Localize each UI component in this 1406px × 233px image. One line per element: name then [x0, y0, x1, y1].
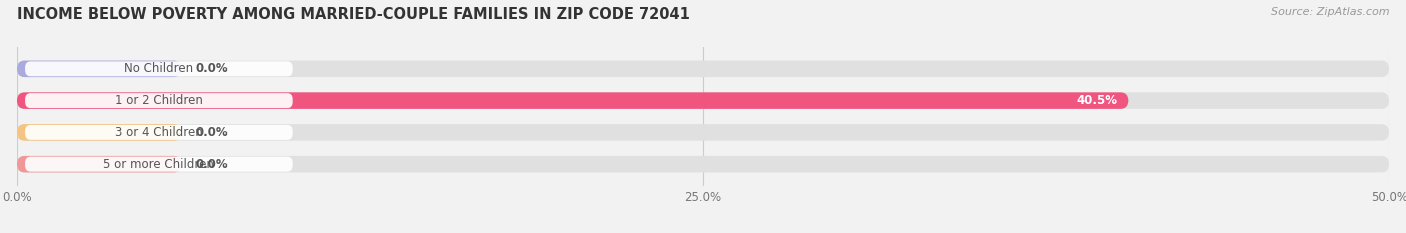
Text: 0.0%: 0.0% — [195, 126, 228, 139]
FancyBboxPatch shape — [25, 61, 292, 76]
FancyBboxPatch shape — [17, 92, 1389, 109]
Text: 40.5%: 40.5% — [1077, 94, 1118, 107]
FancyBboxPatch shape — [17, 92, 1129, 109]
FancyBboxPatch shape — [25, 93, 292, 108]
Text: 5 or more Children: 5 or more Children — [104, 158, 214, 171]
FancyBboxPatch shape — [17, 61, 1389, 77]
FancyBboxPatch shape — [25, 125, 292, 140]
Text: No Children: No Children — [124, 62, 194, 75]
Text: 0.0%: 0.0% — [195, 62, 228, 75]
Text: 3 or 4 Children: 3 or 4 Children — [115, 126, 202, 139]
FancyBboxPatch shape — [17, 61, 181, 77]
FancyBboxPatch shape — [17, 156, 181, 172]
FancyBboxPatch shape — [17, 124, 181, 141]
FancyBboxPatch shape — [25, 157, 292, 172]
Text: 1 or 2 Children: 1 or 2 Children — [115, 94, 202, 107]
Text: INCOME BELOW POVERTY AMONG MARRIED-COUPLE FAMILIES IN ZIP CODE 72041: INCOME BELOW POVERTY AMONG MARRIED-COUPL… — [17, 7, 690, 22]
FancyBboxPatch shape — [17, 156, 1389, 172]
Text: 0.0%: 0.0% — [195, 158, 228, 171]
Text: Source: ZipAtlas.com: Source: ZipAtlas.com — [1271, 7, 1389, 17]
FancyBboxPatch shape — [17, 124, 1389, 141]
